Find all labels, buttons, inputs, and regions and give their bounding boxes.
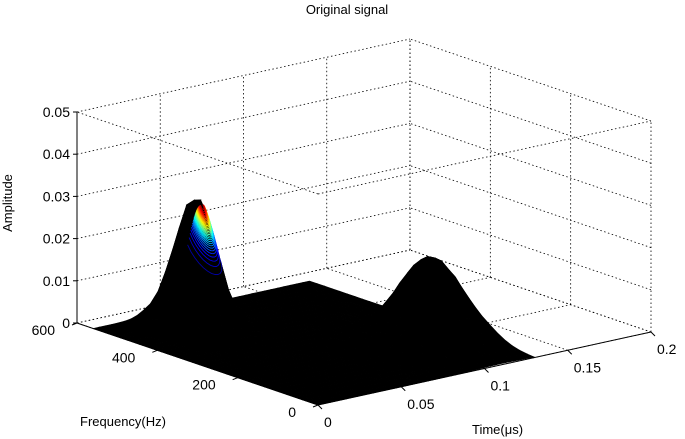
x-tick-label: 0.05: [407, 396, 434, 412]
contour-line: [199, 204, 206, 213]
x-axis-label: Time(μs): [472, 422, 523, 437]
grid-line: [409, 207, 652, 291]
x-tick-mark: [317, 404, 323, 410]
z-tick-label: 0.04: [43, 146, 70, 162]
grid-line: [76, 249, 411, 324]
box-edge: [76, 111, 319, 195]
contour-line: [199, 204, 205, 211]
grid-line: [409, 123, 652, 206]
box-edge: [317, 120, 652, 195]
z-tick-label: 0.01: [43, 273, 70, 289]
grid-line: [76, 165, 411, 239]
grid-line: [76, 80, 411, 155]
y-tick-label: 400: [112, 349, 136, 365]
grid-line: [76, 207, 411, 282]
grid-line: [76, 123, 411, 197]
x-tick-label: 0.1: [491, 378, 511, 394]
z-tick-label: 0: [62, 315, 70, 331]
grid-line: [409, 38, 652, 122]
y-tick-label: 200: [192, 377, 216, 393]
x-tick-mark: [567, 349, 573, 355]
x-tick-label: 0.15: [574, 359, 601, 375]
grid-line: [409, 165, 652, 248]
x-tick-mark: [400, 386, 406, 392]
surface: [91, 199, 536, 406]
y-tick-label: 0: [288, 404, 296, 420]
z-axis-label: Amplitude: [0, 174, 15, 232]
y-tick-mark: [232, 377, 238, 381]
x-tick-label: 0: [324, 414, 332, 430]
x-tick-mark: [484, 368, 489, 373]
y-axis-line: [76, 322, 319, 406]
axes: 0 0.05 0.1 0.15 0.2 0 200 400 600 0 0.01 0.02 0.03 0.…: [32, 104, 677, 430]
chart-title: Original signal: [306, 2, 388, 17]
y-axis-label: Frequency(Hz): [80, 414, 166, 429]
grid-line: [76, 38, 411, 113]
x-tick-mark: [650, 331, 656, 337]
y-tick-label: 600: [32, 322, 56, 338]
grid-line: [409, 80, 652, 164]
grid-line: [326, 267, 568, 351]
z-tick-label: 0.02: [43, 231, 70, 247]
grid-line: [409, 249, 652, 333]
y-tick-mark: [312, 404, 319, 408]
z-tick-label: 0.05: [43, 104, 70, 120]
y-tick-mark: [152, 349, 158, 353]
x-tick-label: 0.2: [657, 341, 677, 357]
z-tick-label: 0.03: [43, 188, 70, 204]
